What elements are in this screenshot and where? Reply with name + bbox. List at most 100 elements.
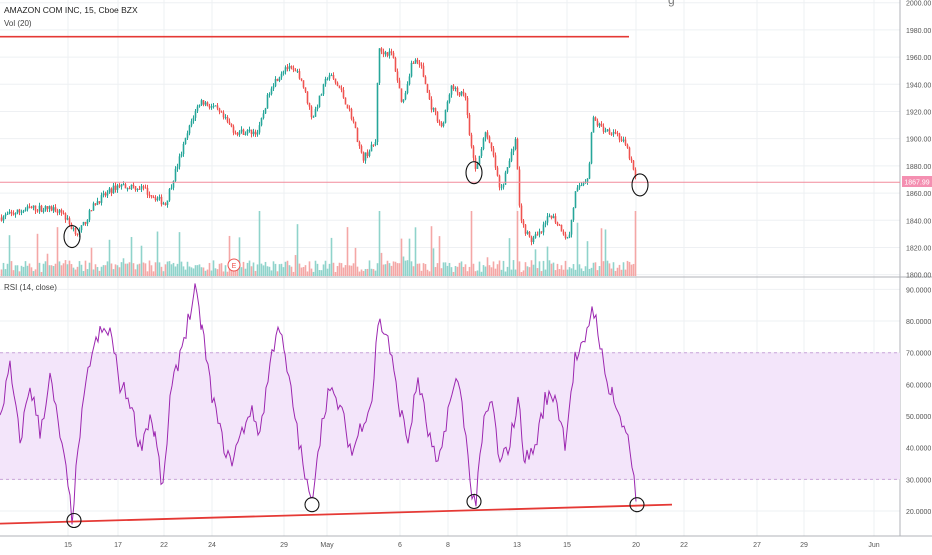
volume-bar bbox=[230, 266, 233, 276]
candle-body bbox=[346, 104, 349, 109]
candle-body bbox=[492, 148, 495, 156]
volume-bar bbox=[338, 262, 341, 276]
volume-bar bbox=[2, 262, 5, 276]
candle-body bbox=[524, 224, 527, 234]
volume-bar bbox=[268, 266, 271, 276]
candle-body bbox=[170, 187, 173, 190]
candle-body bbox=[378, 48, 381, 83]
volume-bar bbox=[106, 261, 109, 276]
candle-body bbox=[194, 110, 197, 118]
volume-bar bbox=[204, 270, 207, 276]
candle-body bbox=[588, 163, 591, 179]
time-tick-label: 27 bbox=[753, 542, 761, 549]
volume-bar bbox=[604, 229, 607, 276]
volume-bar bbox=[94, 264, 97, 276]
candle-body bbox=[428, 92, 431, 100]
volume-bar bbox=[168, 261, 171, 276]
candle-body bbox=[104, 193, 107, 196]
candle-body bbox=[628, 147, 631, 159]
volume-bar bbox=[88, 262, 91, 276]
candle-body bbox=[530, 236, 533, 243]
candle-body bbox=[144, 187, 147, 189]
candle-body bbox=[32, 205, 35, 208]
candle-body bbox=[280, 73, 283, 78]
volume-bar bbox=[316, 263, 319, 276]
volume-bar bbox=[292, 271, 295, 276]
candle-body bbox=[438, 121, 441, 123]
candle-body bbox=[334, 78, 337, 83]
candle-body bbox=[606, 129, 609, 132]
price-tick-label: 1840.00 bbox=[906, 218, 931, 225]
candle-body bbox=[486, 132, 489, 137]
candle-body bbox=[220, 111, 223, 113]
volume-bar bbox=[310, 268, 313, 276]
candle-body bbox=[582, 183, 585, 186]
candle-body bbox=[510, 151, 513, 161]
volume-bar bbox=[142, 262, 145, 276]
volume-bar bbox=[540, 271, 543, 276]
volume-bar bbox=[84, 260, 87, 276]
volume-bar bbox=[202, 267, 205, 276]
candle-body bbox=[360, 146, 363, 153]
candle-body bbox=[40, 205, 43, 212]
volume-bar bbox=[592, 262, 595, 276]
volume-bar bbox=[352, 263, 355, 276]
volume-bar bbox=[370, 268, 373, 276]
candle-body bbox=[110, 188, 113, 194]
candle-body bbox=[148, 194, 151, 196]
volume-bar bbox=[584, 266, 587, 276]
candle-body bbox=[466, 97, 469, 115]
candle-body bbox=[82, 221, 85, 226]
volume-bar bbox=[368, 260, 371, 276]
volume-bar bbox=[358, 271, 361, 276]
volume-bar bbox=[244, 268, 247, 276]
candle-body bbox=[26, 206, 29, 210]
candle-body bbox=[12, 213, 15, 215]
price-tick-label: 1800.00 bbox=[906, 273, 931, 280]
volume-bar bbox=[422, 263, 425, 276]
candle-body bbox=[244, 133, 247, 135]
volume-bar bbox=[366, 268, 369, 276]
candle-body bbox=[498, 175, 501, 188]
candle-body bbox=[206, 102, 209, 106]
volume-bar bbox=[538, 261, 541, 276]
volume-bar bbox=[126, 263, 129, 276]
current-price-label: 1867.99 bbox=[902, 176, 932, 187]
candle-body bbox=[120, 184, 123, 187]
candle-body bbox=[358, 142, 361, 147]
candle-body bbox=[398, 80, 401, 89]
candle-body bbox=[246, 130, 249, 134]
volume-bar bbox=[614, 270, 617, 276]
candle-body bbox=[94, 203, 97, 205]
volume-bar bbox=[148, 260, 151, 276]
candle-body bbox=[86, 219, 89, 224]
earnings-marker[interactable]: E bbox=[227, 258, 241, 272]
candle-body bbox=[488, 136, 491, 143]
candle-body bbox=[512, 149, 515, 152]
volume-bar bbox=[20, 265, 23, 276]
time-tick-label: 6 bbox=[398, 542, 402, 549]
annotations bbox=[63, 161, 649, 529]
candle-body bbox=[24, 209, 27, 211]
volume-bar bbox=[48, 265, 51, 276]
candle-body bbox=[72, 228, 75, 230]
candle-body bbox=[350, 108, 353, 119]
candle-body bbox=[136, 188, 139, 190]
volume-bar bbox=[274, 263, 277, 276]
volume-bar bbox=[206, 269, 209, 276]
rsi-tick-label: 20.0000 bbox=[906, 509, 931, 516]
volume-bar bbox=[36, 233, 39, 276]
candle-body bbox=[164, 203, 167, 205]
volume-bar bbox=[304, 265, 307, 276]
price-tick-label: 1880.00 bbox=[906, 164, 931, 171]
candle-body bbox=[502, 184, 505, 188]
annotation-circle bbox=[631, 173, 649, 197]
time-tick-label: 15 bbox=[64, 542, 72, 549]
volume-bar bbox=[260, 263, 263, 276]
candle-body bbox=[576, 187, 579, 192]
candle-body bbox=[450, 85, 453, 95]
volume-bar bbox=[594, 262, 597, 276]
candle-body bbox=[296, 71, 299, 73]
volume-bar bbox=[258, 211, 261, 276]
